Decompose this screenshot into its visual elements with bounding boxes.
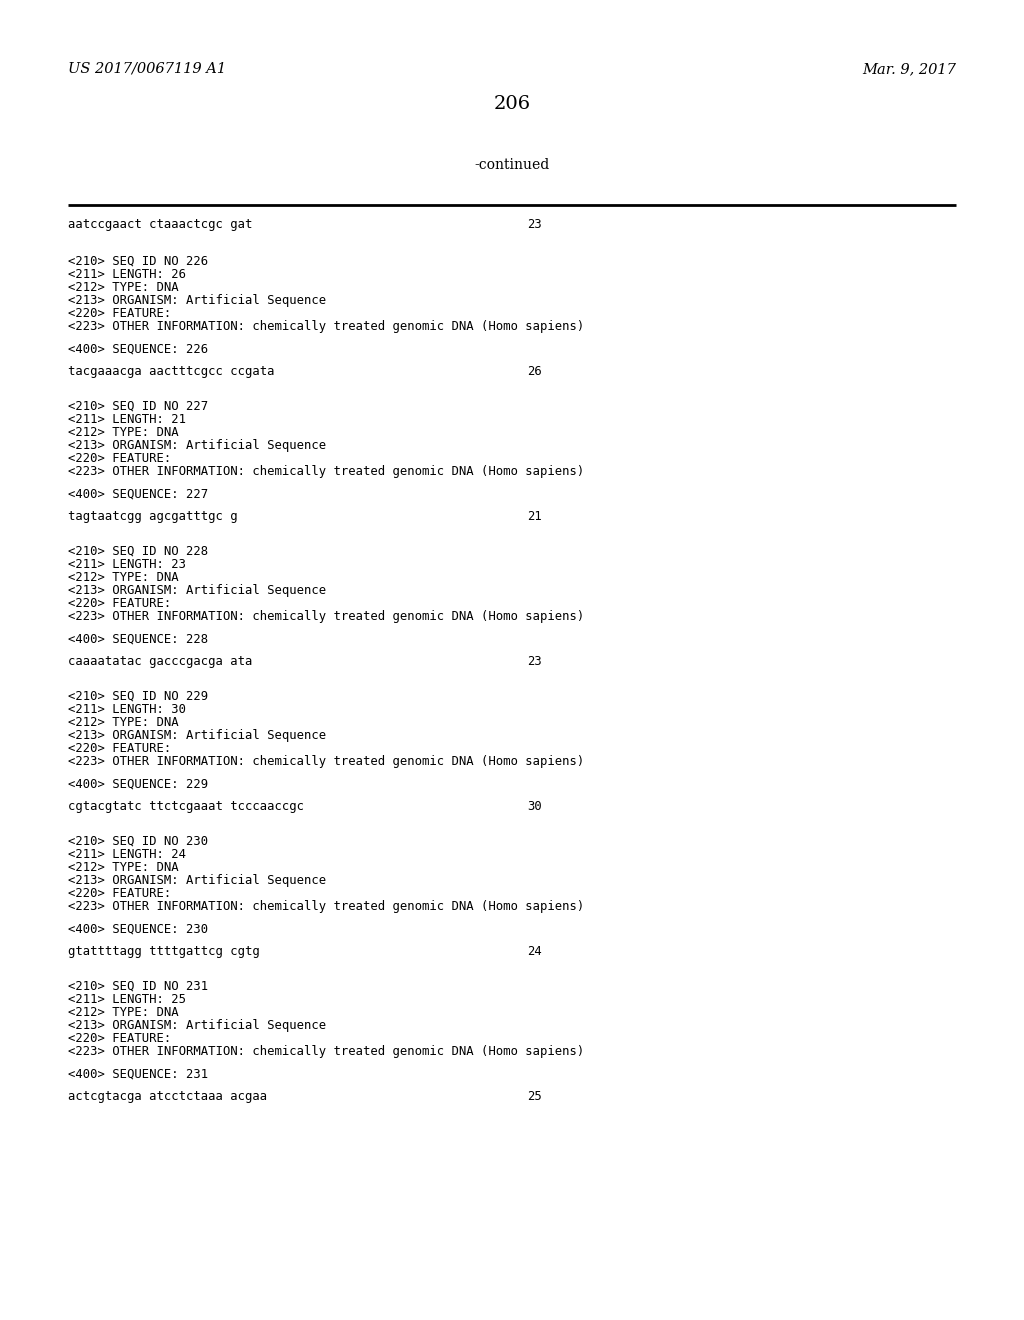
Text: 206: 206: [494, 95, 530, 114]
Text: <211> LENGTH: 26: <211> LENGTH: 26: [68, 268, 186, 281]
Text: <223> OTHER INFORMATION: chemically treated genomic DNA (Homo sapiens): <223> OTHER INFORMATION: chemically trea…: [68, 1045, 585, 1059]
Text: <211> LENGTH: 24: <211> LENGTH: 24: [68, 847, 186, 861]
Text: 26: 26: [527, 366, 542, 378]
Text: tacgaaacga aactttcgcc ccgata: tacgaaacga aactttcgcc ccgata: [68, 366, 274, 378]
Text: <223> OTHER INFORMATION: chemically treated genomic DNA (Homo sapiens): <223> OTHER INFORMATION: chemically trea…: [68, 465, 585, 478]
Text: <213> ORGANISM: Artificial Sequence: <213> ORGANISM: Artificial Sequence: [68, 729, 326, 742]
Text: 25: 25: [527, 1090, 542, 1104]
Text: <223> OTHER INFORMATION: chemically treated genomic DNA (Homo sapiens): <223> OTHER INFORMATION: chemically trea…: [68, 755, 585, 768]
Text: <400> SEQUENCE: 226: <400> SEQUENCE: 226: [68, 343, 208, 356]
Text: caaaatatac gacccgacga ata: caaaatatac gacccgacga ata: [68, 655, 252, 668]
Text: <210> SEQ ID NO 226: <210> SEQ ID NO 226: [68, 255, 208, 268]
Text: <212> TYPE: DNA: <212> TYPE: DNA: [68, 715, 178, 729]
Text: 24: 24: [527, 945, 542, 958]
Text: Mar. 9, 2017: Mar. 9, 2017: [862, 62, 956, 77]
Text: <210> SEQ ID NO 231: <210> SEQ ID NO 231: [68, 979, 208, 993]
Text: <220> FEATURE:: <220> FEATURE:: [68, 308, 171, 319]
Text: <210> SEQ ID NO 229: <210> SEQ ID NO 229: [68, 690, 208, 704]
Text: gtattttagg ttttgattcg cgtg: gtattttagg ttttgattcg cgtg: [68, 945, 260, 958]
Text: <213> ORGANISM: Artificial Sequence: <213> ORGANISM: Artificial Sequence: [68, 874, 326, 887]
Text: cgtacgtatc ttctcgaaat tcccaaccgc: cgtacgtatc ttctcgaaat tcccaaccgc: [68, 800, 304, 813]
Text: <210> SEQ ID NO 228: <210> SEQ ID NO 228: [68, 545, 208, 558]
Text: <211> LENGTH: 25: <211> LENGTH: 25: [68, 993, 186, 1006]
Text: 23: 23: [527, 655, 542, 668]
Text: US 2017/0067119 A1: US 2017/0067119 A1: [68, 62, 226, 77]
Text: <400> SEQUENCE: 230: <400> SEQUENCE: 230: [68, 923, 208, 936]
Text: <223> OTHER INFORMATION: chemically treated genomic DNA (Homo sapiens): <223> OTHER INFORMATION: chemically trea…: [68, 900, 585, 913]
Text: <213> ORGANISM: Artificial Sequence: <213> ORGANISM: Artificial Sequence: [68, 294, 326, 308]
Text: <212> TYPE: DNA: <212> TYPE: DNA: [68, 572, 178, 583]
Text: <400> SEQUENCE: 231: <400> SEQUENCE: 231: [68, 1068, 208, 1081]
Text: -continued: -continued: [474, 158, 550, 172]
Text: <220> FEATURE:: <220> FEATURE:: [68, 451, 171, 465]
Text: <211> LENGTH: 23: <211> LENGTH: 23: [68, 558, 186, 572]
Text: <220> FEATURE:: <220> FEATURE:: [68, 887, 171, 900]
Text: <210> SEQ ID NO 230: <210> SEQ ID NO 230: [68, 836, 208, 847]
Text: <220> FEATURE:: <220> FEATURE:: [68, 742, 171, 755]
Text: <400> SEQUENCE: 229: <400> SEQUENCE: 229: [68, 777, 208, 791]
Text: <213> ORGANISM: Artificial Sequence: <213> ORGANISM: Artificial Sequence: [68, 1019, 326, 1032]
Text: <400> SEQUENCE: 228: <400> SEQUENCE: 228: [68, 634, 208, 645]
Text: <212> TYPE: DNA: <212> TYPE: DNA: [68, 426, 178, 440]
Text: <220> FEATURE:: <220> FEATURE:: [68, 1032, 171, 1045]
Text: aatccgaact ctaaactcgc gat: aatccgaact ctaaactcgc gat: [68, 218, 252, 231]
Text: 23: 23: [527, 218, 542, 231]
Text: 30: 30: [527, 800, 542, 813]
Text: <400> SEQUENCE: 227: <400> SEQUENCE: 227: [68, 488, 208, 502]
Text: 21: 21: [527, 510, 542, 523]
Text: <212> TYPE: DNA: <212> TYPE: DNA: [68, 281, 178, 294]
Text: <210> SEQ ID NO 227: <210> SEQ ID NO 227: [68, 400, 208, 413]
Text: actcgtacga atcctctaaa acgaa: actcgtacga atcctctaaa acgaa: [68, 1090, 267, 1104]
Text: <213> ORGANISM: Artificial Sequence: <213> ORGANISM: Artificial Sequence: [68, 440, 326, 451]
Text: <213> ORGANISM: Artificial Sequence: <213> ORGANISM: Artificial Sequence: [68, 583, 326, 597]
Text: tagtaatcgg agcgatttgc g: tagtaatcgg agcgatttgc g: [68, 510, 238, 523]
Text: <223> OTHER INFORMATION: chemically treated genomic DNA (Homo sapiens): <223> OTHER INFORMATION: chemically trea…: [68, 610, 585, 623]
Text: <212> TYPE: DNA: <212> TYPE: DNA: [68, 861, 178, 874]
Text: <223> OTHER INFORMATION: chemically treated genomic DNA (Homo sapiens): <223> OTHER INFORMATION: chemically trea…: [68, 319, 585, 333]
Text: <220> FEATURE:: <220> FEATURE:: [68, 597, 171, 610]
Text: <211> LENGTH: 21: <211> LENGTH: 21: [68, 413, 186, 426]
Text: <211> LENGTH: 30: <211> LENGTH: 30: [68, 704, 186, 715]
Text: <212> TYPE: DNA: <212> TYPE: DNA: [68, 1006, 178, 1019]
